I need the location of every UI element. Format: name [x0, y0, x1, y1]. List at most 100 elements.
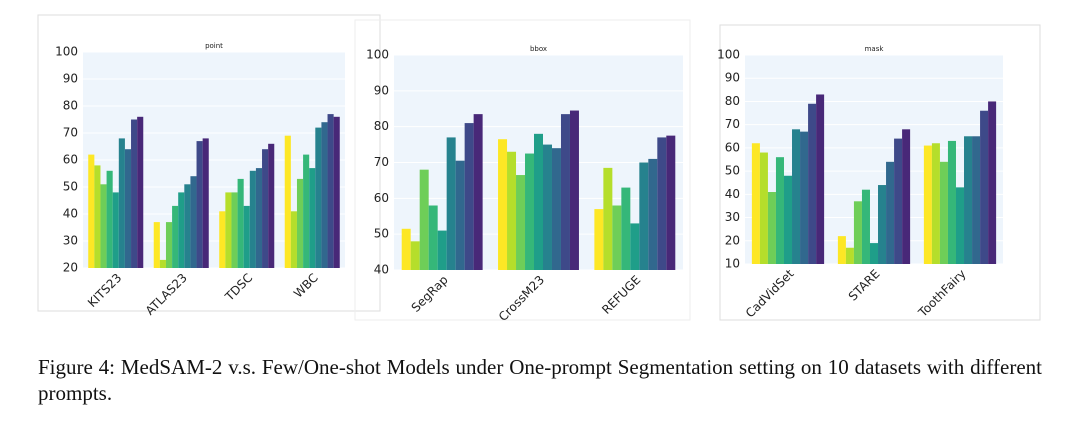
bar — [923, 145, 932, 264]
y-tick-label: 50 — [374, 227, 389, 241]
bar — [106, 170, 113, 268]
y-tick-label: 100 — [717, 48, 740, 62]
bar — [853, 201, 862, 264]
bar — [419, 169, 429, 270]
y-tick-label: 70 — [725, 117, 740, 131]
bar — [947, 140, 956, 264]
x-tick-label: ToothFairy — [915, 267, 969, 321]
bar — [159, 259, 166, 268]
bar — [262, 149, 269, 268]
bar — [964, 136, 973, 264]
y-tick-label: 30 — [725, 210, 740, 224]
y-tick-label: 60 — [63, 153, 78, 167]
bar — [542, 144, 552, 270]
y-tick-label: 50 — [63, 180, 78, 194]
chart-title: bbox — [530, 45, 547, 53]
bar — [219, 211, 226, 268]
bar — [507, 151, 517, 270]
panel-frame — [37, 14, 381, 312]
bar — [124, 149, 132, 268]
bar — [639, 162, 649, 270]
bar — [231, 192, 238, 268]
bar — [603, 167, 613, 270]
bar — [630, 223, 640, 270]
bar — [327, 114, 334, 268]
bar — [290, 211, 297, 268]
bar — [137, 116, 144, 268]
y-tick-label: 50 — [725, 164, 740, 178]
panel-frame — [719, 24, 1041, 321]
bar — [621, 187, 631, 270]
bar — [165, 222, 173, 268]
bar — [464, 123, 474, 270]
bar — [534, 133, 543, 270]
x-tick-label: KITS23 — [85, 271, 124, 310]
bar — [309, 168, 316, 268]
bar — [94, 165, 101, 268]
caption: Figure 4: MedSAM-2 v.s. Few/One-shot Mod… — [38, 355, 1042, 405]
bar — [118, 138, 125, 268]
bar — [225, 192, 232, 268]
y-tick-label: 70 — [63, 126, 78, 140]
bar — [551, 148, 561, 270]
bar — [333, 116, 340, 268]
bar — [767, 192, 776, 264]
bar — [268, 143, 275, 268]
panel-frame — [354, 19, 691, 321]
x-tick-label: CrossM23 — [496, 273, 547, 324]
y-tick-label: 20 — [63, 261, 78, 275]
x-tick-label: TDSC — [222, 271, 256, 305]
y-tick-label: 60 — [374, 191, 389, 205]
bar — [666, 135, 676, 270]
y-tick-label: 70 — [374, 155, 389, 169]
bar — [560, 114, 570, 270]
bar — [939, 161, 948, 264]
bar — [869, 243, 879, 264]
bar — [525, 153, 535, 270]
bar — [446, 137, 456, 270]
bar — [894, 138, 903, 264]
x-tick-label: STARE — [846, 267, 883, 304]
y-tick-label: 30 — [63, 234, 78, 248]
bar — [410, 241, 420, 270]
bar — [473, 114, 483, 270]
bar — [816, 94, 825, 264]
bar — [931, 143, 940, 264]
bar — [955, 187, 965, 264]
y-tick-label: 100 — [366, 48, 389, 62]
bar — [759, 152, 768, 264]
bar — [516, 175, 526, 270]
bar — [800, 131, 809, 264]
bar — [886, 161, 895, 264]
bar — [401, 228, 411, 270]
bar — [783, 175, 793, 264]
bar — [153, 222, 160, 268]
bar — [100, 184, 107, 268]
chart-title: point — [205, 42, 223, 50]
bar — [196, 141, 203, 268]
bar — [808, 103, 817, 265]
bar — [315, 127, 322, 268]
bar — [861, 189, 870, 264]
chart-title: mask — [865, 45, 885, 53]
bar — [612, 205, 622, 270]
x-tick-label: WBC — [291, 271, 321, 301]
y-tick-label: 90 — [63, 72, 78, 86]
bar — [321, 122, 328, 268]
bar — [303, 154, 310, 268]
bar — [878, 185, 887, 264]
bar — [237, 178, 244, 268]
bar — [437, 230, 447, 270]
bar — [569, 110, 579, 271]
bar — [249, 170, 256, 268]
bar — [131, 119, 138, 268]
y-tick-label: 80 — [725, 94, 740, 108]
bar — [112, 192, 119, 268]
y-tick-label: 90 — [374, 83, 389, 97]
x-tick-label: CadVidSet — [743, 266, 797, 320]
y-tick-label: 90 — [725, 71, 740, 85]
bar — [284, 135, 291, 268]
bar — [178, 192, 185, 268]
